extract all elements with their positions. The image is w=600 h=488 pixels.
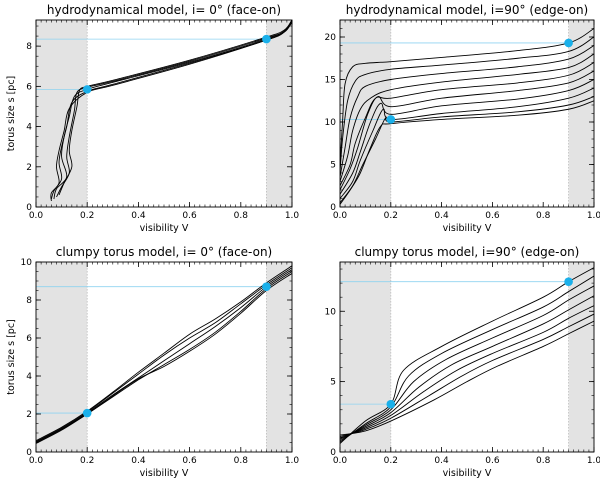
series-line-3: [58, 20, 292, 196]
series-line-5: [340, 313, 594, 437]
y-tick-label: 10: [325, 307, 337, 317]
y-tick-label: 5: [330, 378, 336, 388]
x-tick-label: 1.0: [587, 456, 600, 466]
y-axis-label: torus size s [pc]: [6, 319, 17, 395]
y-tick-label: 2: [26, 163, 32, 173]
shaded-range-1: [266, 262, 292, 452]
y-tick-label: 20: [325, 33, 337, 43]
x-tick-label: 0.4: [434, 211, 449, 221]
shaded-range-1: [266, 20, 292, 207]
series-line-4: [340, 305, 594, 439]
x-tick-label: 0.2: [384, 456, 398, 466]
x-tick-label: 0.4: [131, 456, 146, 466]
x-tick-label: 0.8: [536, 456, 551, 466]
curve-group: [340, 267, 594, 444]
x-axis-label: visibility V: [443, 223, 492, 234]
chart-panel-bottom-left: 0.0 0.2 0.4 0.6 0.8 1.0 0 2 4 6 8 10 clumpy torus mo…: [6, 245, 299, 479]
series-line-1: [56, 20, 292, 198]
series-line-1: [340, 275, 594, 443]
series-line-0: [340, 267, 594, 444]
marker-point-0: [386, 399, 396, 409]
marker-point-1: [262, 34, 271, 44]
series-line-3: [340, 53, 594, 182]
x-tick-label: 0.2: [80, 211, 94, 221]
shaded-range-1: [568, 262, 594, 452]
panel-title: clumpy torus model, i= 0° (face-on): [56, 245, 272, 259]
y-tick-label: 6: [26, 82, 32, 92]
x-tick-label: 1.0: [587, 211, 600, 221]
series-line-9: [340, 100, 594, 205]
series-line-0: [36, 269, 292, 443]
curve-group: [36, 265, 292, 444]
y-tick-label: 5: [330, 161, 336, 171]
series-line-1: [36, 267, 292, 442]
y-tick-label: 0: [330, 203, 336, 213]
shaded-range-1: [568, 20, 594, 207]
panel-title: clumpy torus model, i=90° (edge-on): [355, 245, 580, 259]
x-tick-label: 0.8: [234, 456, 249, 466]
x-tick-label: 1.0: [285, 211, 300, 221]
marker-point-0: [82, 408, 92, 418]
series-line-3: [340, 295, 594, 440]
x-tick-label: 0.0: [29, 211, 44, 221]
x-tick-label: 1.0: [285, 456, 300, 466]
y-tick-label: 0: [26, 203, 32, 213]
series-line-5: [340, 70, 594, 191]
shaded-range-0: [36, 262, 88, 452]
series-line-4: [340, 62, 594, 186]
y-tick-label: 4: [26, 123, 32, 133]
y-tick-label: 0: [26, 448, 32, 458]
chart-panel-bottom-right: 0.0 0.2 0.4 0.6 0.8 1.0 0 5 10 clumpy torus model…: [325, 245, 600, 479]
y-tick-label: 8: [26, 42, 32, 52]
shaded-range-0: [340, 20, 391, 207]
x-tick-label: 0.6: [182, 456, 197, 466]
marker-point-1: [262, 282, 271, 292]
y-tick-label: 15: [325, 76, 336, 86]
y-tick-label: 0: [330, 448, 336, 458]
x-tick-label: 0.2: [384, 211, 398, 221]
series-line-2: [340, 285, 594, 442]
series-line-0: [53, 20, 292, 200]
series-line-2: [340, 45, 594, 178]
series-line-1: [340, 36, 594, 174]
marker-point-0: [386, 115, 396, 124]
x-tick-label: 0.0: [333, 456, 348, 466]
marker-point-1: [564, 277, 573, 287]
x-tick-label: 0.6: [182, 211, 197, 221]
x-tick-label: 0.0: [333, 211, 348, 221]
x-tick-label: 0.6: [485, 211, 500, 221]
y-tick-label: 10: [21, 258, 33, 268]
x-axis-label: visibility V: [140, 468, 189, 479]
y-tick-label: 8: [26, 296, 32, 306]
x-tick-label: 0.0: [29, 456, 44, 466]
x-tick-label: 0.6: [485, 456, 500, 466]
chart-panel-top-left: 0.0 0.2 0.4 0.6 0.8 1.0 0 2 4 6 8 hydrodynamical mo…: [6, 3, 299, 234]
y-tick-label: 6: [26, 334, 32, 344]
y-tick-label: 2: [26, 410, 32, 420]
y-tick-label: 4: [26, 372, 32, 382]
x-tick-label: 0.4: [434, 456, 449, 466]
x-tick-label: 0.8: [234, 211, 249, 221]
x-tick-label: 0.8: [536, 211, 551, 221]
series-line-6: [340, 320, 594, 436]
x-tick-label: 0.2: [80, 456, 94, 466]
series-line-3: [36, 265, 292, 441]
marker-point-1: [564, 38, 573, 48]
series-line-8: [340, 96, 594, 204]
panel-title: hydrodynamical model, i=90° (edge-on): [346, 3, 588, 17]
panel-title: hydrodynamical model, i= 0° (face-on): [47, 3, 281, 17]
series-line-0: [340, 28, 594, 165]
curve-group: [340, 28, 594, 205]
series-line-4: [36, 273, 292, 443]
x-axis-label: visibility V: [443, 468, 492, 479]
marker-point-0: [82, 85, 92, 94]
chart-panel-top-right: 0.0 0.2 0.4 0.6 0.8 1.0 0 5 10 15 20 hydrodynamical…: [325, 3, 600, 234]
y-tick-label: 10: [325, 118, 337, 128]
x-axis-label: visibility V: [140, 223, 189, 234]
x-tick-label: 0.4: [131, 211, 146, 221]
y-axis-label: torus size s [pc]: [6, 76, 17, 152]
series-line-7: [340, 87, 594, 199]
